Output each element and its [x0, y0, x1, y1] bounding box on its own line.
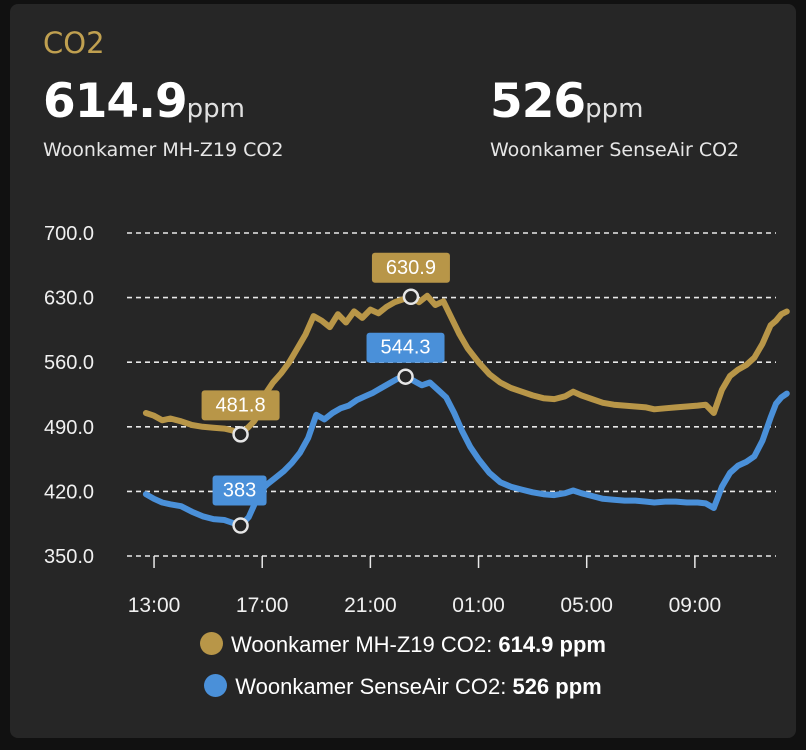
annotation-label: 544.3	[380, 337, 430, 359]
annotation-label: 481.8	[216, 394, 266, 416]
x-tick-label: 01:00	[452, 594, 505, 617]
legend-value-senseair: 526 ppm	[512, 674, 602, 699]
legend-dot-senseair	[204, 674, 228, 697]
x-tick-label: 09:00	[669, 594, 722, 617]
stat-mhz19-value: 614.9	[43, 74, 188, 129]
stat-senseair-value: 526	[490, 74, 586, 129]
stat-mhz19-name: Woonkamer MH-Z19 CO2	[43, 139, 284, 161]
stat-senseair[interactable]: 526ppm Woonkamer SenseAir CO2	[490, 74, 739, 161]
annotation-box	[371, 252, 450, 283]
annotation-box	[201, 390, 280, 421]
stat-mhz19-unit: ppm	[186, 94, 246, 124]
co2-card: CO2 614.9ppm Woonkamer MH-Z19 CO2 526ppm…	[10, 4, 796, 738]
legend-label-senseair: Woonkamer SenseAir CO2:	[235, 674, 507, 699]
legend-value-mhz19: 614.9 ppm	[498, 632, 606, 657]
x-tick-label: 05:00	[560, 594, 613, 617]
x-tick-label: 17:00	[236, 594, 289, 617]
stat-mhz19[interactable]: 614.9ppm Woonkamer MH-Z19 CO2	[43, 74, 283, 161]
legend-dot-mhz19	[200, 632, 224, 655]
y-tick-label: 630.0	[44, 288, 94, 310]
y-tick-label: 560.0	[44, 352, 94, 374]
annotation-marker	[232, 426, 249, 443]
annotation-label: 383	[223, 480, 256, 502]
y-tick-label: 700.0	[44, 223, 94, 245]
legend-label-mhz19: Woonkamer MH-Z19 CO2:	[231, 632, 493, 657]
annotation-marker	[232, 517, 249, 534]
stat-senseair-unit: ppm	[585, 94, 644, 124]
x-tick-label: 13:00	[128, 594, 181, 617]
y-tick-label: 350.0	[44, 546, 94, 568]
annotation-marker	[402, 288, 420, 306]
y-tick-label: 490.0	[44, 417, 94, 439]
annotation-marker	[397, 368, 414, 385]
legend-item-mhz19[interactable]: Woonkamer MH-Z19 CO2: 614.9 ppm	[10, 632, 796, 658]
y-tick-label: 420.0	[44, 481, 94, 503]
annotation-box	[366, 332, 445, 363]
card-title: CO2	[43, 26, 105, 60]
annotation-label: 630.9	[386, 257, 436, 279]
legend-item-senseair[interactable]: Woonkamer SenseAir CO2: 526 ppm	[10, 674, 796, 700]
stat-senseair-name: Woonkamer SenseAir CO2	[490, 139, 740, 161]
x-tick-label: 21:00	[344, 594, 397, 617]
annotation-box	[212, 475, 267, 506]
